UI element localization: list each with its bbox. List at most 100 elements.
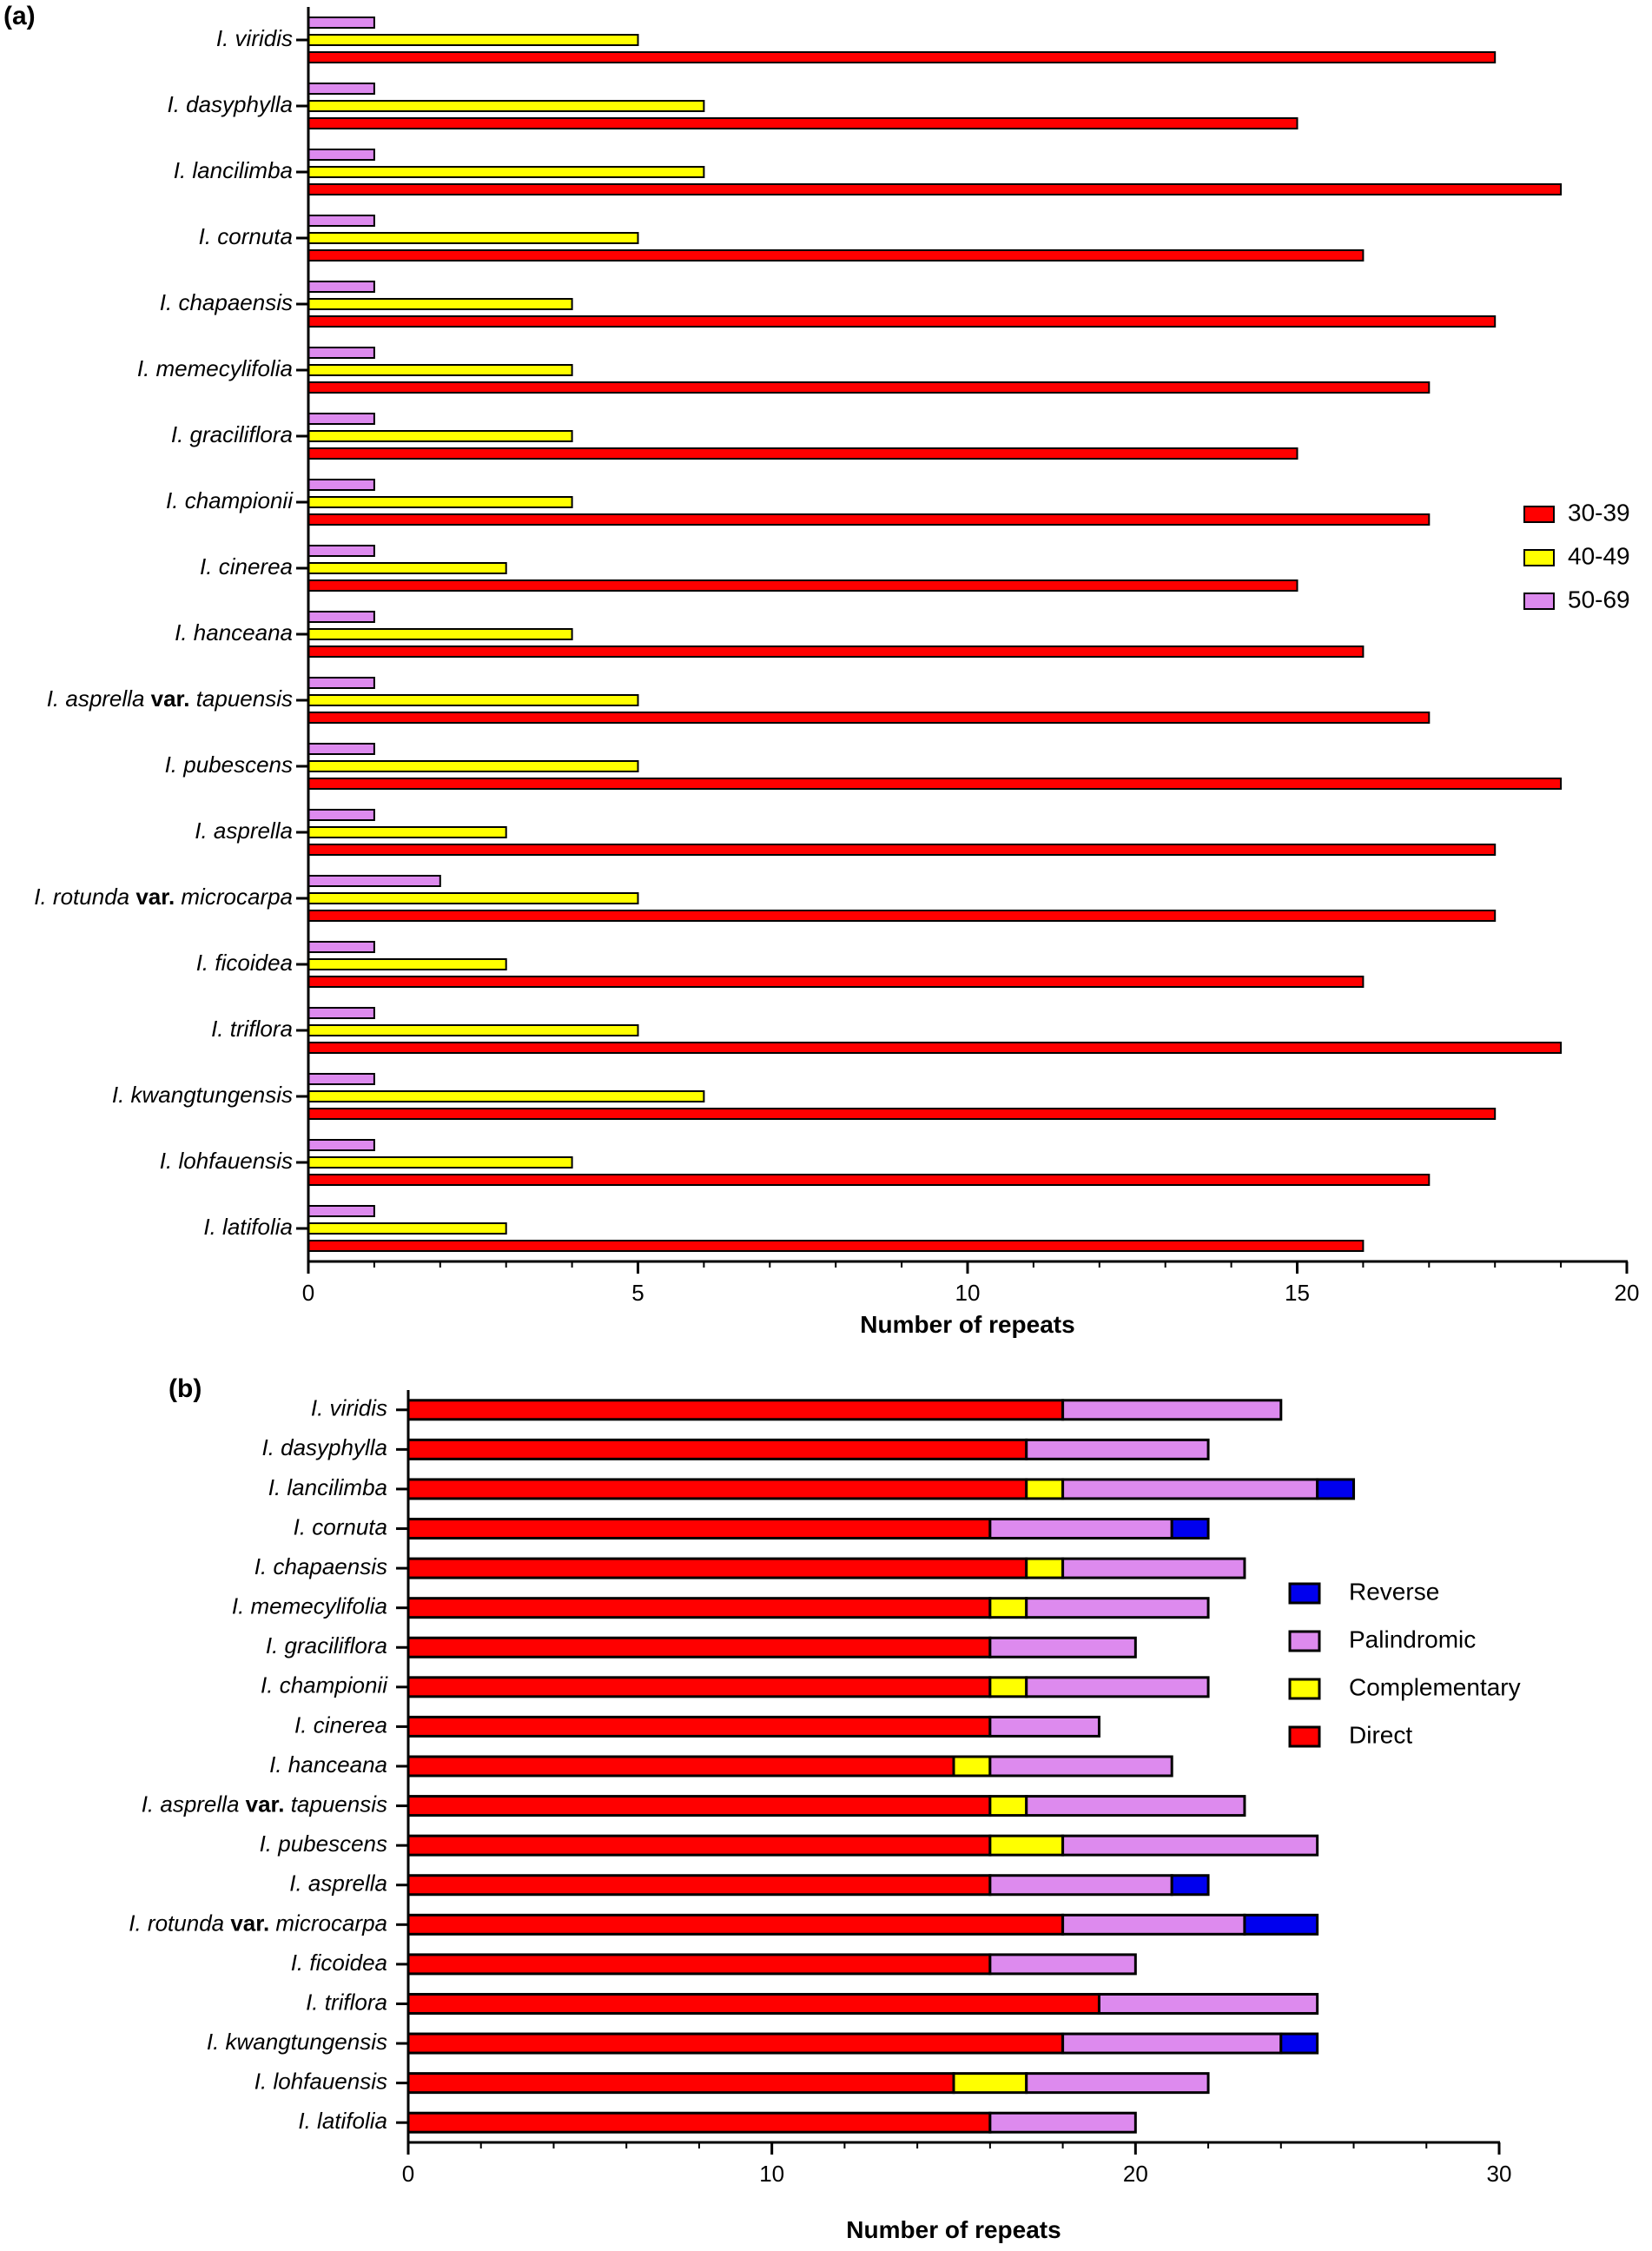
legend-swatch-a-50-69 xyxy=(1523,593,1555,610)
category-label-b-i-chapaensis: I. chapaensis xyxy=(254,1553,387,1579)
bar-a-i-kwangtungensis-50-69 xyxy=(307,1073,375,1085)
bar-a-i-chapaensis-30-39 xyxy=(307,315,1497,328)
bar-b-i-kwangtungensis-palindromic xyxy=(1061,2032,1283,2055)
bar-b-i-latifolia-palindromic xyxy=(988,2111,1137,2134)
category-label-b-i-cornuta: I. cornuta xyxy=(294,1513,387,1539)
category-label-b-i-latifolia: I. latifolia xyxy=(298,2108,387,2134)
bar-a-i-lancilimba-50-69 xyxy=(307,149,375,161)
bar-b-i-triflora-direct xyxy=(406,1992,1100,2015)
category-label-b-i-ficoidea: I. ficoidea xyxy=(291,1950,387,1976)
x-tick-label-b-20: 20 xyxy=(1123,2161,1148,2187)
x-tick-label-a-0: 0 xyxy=(302,1280,314,1306)
bar-b-i-championii-palindromic xyxy=(1025,1676,1210,1698)
bar-a-i-hanceana-40-49 xyxy=(307,628,573,640)
bar-b-i-cinerea-palindromic xyxy=(988,1715,1100,1738)
bar-b-i-cornuta-direct xyxy=(406,1518,992,1540)
category-label-b-i-kwangtungensis: I. kwangtungensis xyxy=(207,2029,387,2055)
category-label-a-i-lohfauensis: I. lohfauensis xyxy=(160,1148,293,1174)
legend-label-b-palindromic: Palindromic xyxy=(1349,1625,1476,1652)
bar-b-i-viridis-palindromic xyxy=(1061,1399,1283,1421)
bar-a-i-kwangtungensis-30-39 xyxy=(307,1108,1497,1120)
bar-a-i-ficoidea-50-69 xyxy=(307,941,375,953)
bar-a-i-lancilimba-40-49 xyxy=(307,166,705,178)
category-label-a-i-asprella-var-tapuensis: I. asprella var. tapuensis xyxy=(47,685,293,712)
bar-a-i-lohfauensis-30-39 xyxy=(307,1174,1431,1186)
bar-b-i-lancilimba-reverse xyxy=(1316,1478,1356,1500)
category-label-a-i-championii: I. championii xyxy=(166,487,294,513)
bar-a-i-memecylifolia-50-69 xyxy=(307,347,375,359)
bar-a-i-ficoidea-30-39 xyxy=(307,976,1365,988)
bar-a-i-championii-40-49 xyxy=(307,496,573,508)
bar-a-i-championii-30-39 xyxy=(307,513,1431,526)
x-axis-title-a: Number of repeats xyxy=(860,1311,1074,1338)
bar-a-i-asprella-50-69 xyxy=(307,809,375,821)
category-label-b-i-cinerea: I. cinerea xyxy=(294,1711,387,1738)
x-tick-label-b-0: 0 xyxy=(402,2161,414,2187)
bar-b-i-cornuta-reverse xyxy=(1170,1518,1210,1540)
legend-label-b-reverse: Reverse xyxy=(1349,1578,1439,1605)
category-label-a-i-asprella: I. asprella xyxy=(195,818,293,844)
bar-b-i-lohfauensis-complementary xyxy=(952,2072,1028,2095)
category-label-b-i-hanceana: I. hanceana xyxy=(269,1751,387,1778)
bar-a-i-hanceana-30-39 xyxy=(307,646,1365,658)
category-label-b-i-dasyphylla: I. dasyphylla xyxy=(261,1434,387,1460)
bar-a-i-asprella-var-tapuensis-50-69 xyxy=(307,677,375,689)
legend-label-a-30-39: 30-39 xyxy=(1568,499,1630,526)
bar-b-i-latifolia-direct xyxy=(406,2111,992,2134)
category-label-a-i-pubescens: I. pubescens xyxy=(165,751,293,778)
bar-a-i-triflora-40-49 xyxy=(307,1024,639,1036)
bar-b-i-memecylifolia-palindromic xyxy=(1025,1597,1210,1619)
panel-b: (b) I. viridis I. dasyphylla I. lancilimba… xyxy=(129,1374,1520,2243)
bar-b-i-lohfauensis-palindromic xyxy=(1025,2072,1210,2095)
category-label-a-i-cornuta: I. cornuta xyxy=(199,223,293,249)
category-label-a-i-lancilimba: I. lancilimba xyxy=(174,157,293,183)
bar-b-i-ficoidea-palindromic xyxy=(988,1953,1137,1976)
category-label-b-i-rotunda-var-microcarpa: I. rotunda var. microcarpa xyxy=(129,1910,387,1936)
bar-b-i-asprella-palindromic xyxy=(988,1874,1173,1897)
bar-b-i-dasyphylla-palindromic xyxy=(1025,1438,1210,1460)
bar-a-i-viridis-30-39 xyxy=(307,51,1497,63)
bar-b-i-chapaensis-direct xyxy=(406,1557,1028,1579)
bar-b-i-graciliflora-direct xyxy=(406,1636,992,1658)
bar-a-i-asprella-var-tapuensis-40-49 xyxy=(307,694,639,706)
bar-a-i-cinerea-50-69 xyxy=(307,545,375,557)
category-label-a-i-latifolia: I. latifolia xyxy=(203,1214,293,1240)
bar-a-i-kwangtungensis-40-49 xyxy=(307,1090,705,1102)
bar-b-i-asprella-reverse xyxy=(1170,1874,1210,1897)
bar-b-i-asprella-var-tapuensis-palindromic xyxy=(1025,1795,1246,1817)
bar-a-i-cornuta-50-69 xyxy=(307,215,375,227)
category-label-a-i-rotunda-var-microcarpa: I. rotunda var. microcarpa xyxy=(34,884,293,910)
bar-b-i-rotunda-var-microcarpa-reverse xyxy=(1243,1913,1319,1936)
bar-a-i-asprella-40-49 xyxy=(307,826,507,838)
bar-a-i-dasyphylla-30-39 xyxy=(307,117,1298,129)
bar-a-i-cornuta-30-39 xyxy=(307,249,1365,262)
bar-a-i-chapaensis-50-69 xyxy=(307,281,375,293)
bar-b-i-lancilimba-direct xyxy=(406,1478,1028,1500)
bar-b-i-chapaensis-palindromic xyxy=(1061,1557,1246,1579)
bar-b-i-triflora-palindromic xyxy=(1097,1992,1319,2015)
category-label-a-i-ficoidea: I. ficoidea xyxy=(196,950,293,976)
category-label-a-i-triflora: I. triflora xyxy=(211,1016,293,1042)
bar-b-i-championii-complementary xyxy=(988,1676,1028,1698)
bar-b-i-kwangtungensis-reverse xyxy=(1279,2032,1319,2055)
bar-a-i-cinerea-30-39 xyxy=(307,579,1298,592)
legend-swatch-a-30-39 xyxy=(1523,506,1555,523)
bar-b-i-pubescens-complementary xyxy=(988,1834,1065,1857)
bar-a-i-cornuta-40-49 xyxy=(307,232,639,244)
bar-b-i-memecylifolia-direct xyxy=(406,1597,992,1619)
bar-a-i-hanceana-50-69 xyxy=(307,611,375,623)
x-axis-title-b: Number of repeats xyxy=(846,2216,1061,2243)
bar-a-i-triflora-30-39 xyxy=(307,1042,1563,1054)
bar-a-i-memecylifolia-40-49 xyxy=(307,364,573,376)
bar-b-i-lohfauensis-direct xyxy=(406,2072,955,2095)
category-label-b-i-graciliflora: I. graciliflora xyxy=(266,1632,387,1658)
bar-b-i-cornuta-palindromic xyxy=(988,1518,1173,1540)
bar-b-i-lancilimba-palindromic xyxy=(1061,1478,1319,1500)
bar-b-i-pubescens-palindromic xyxy=(1061,1834,1319,1857)
x-tick-label-a-15: 15 xyxy=(1285,1280,1310,1306)
bar-a-i-championii-50-69 xyxy=(307,479,375,491)
bar-a-i-dasyphylla-50-69 xyxy=(307,83,375,95)
bar-a-i-rotunda-var-microcarpa-50-69 xyxy=(307,875,441,887)
bar-b-i-rotunda-var-microcarpa-direct xyxy=(406,1913,1065,1936)
legend-swatch-b-palindromic xyxy=(1288,1630,1321,1652)
